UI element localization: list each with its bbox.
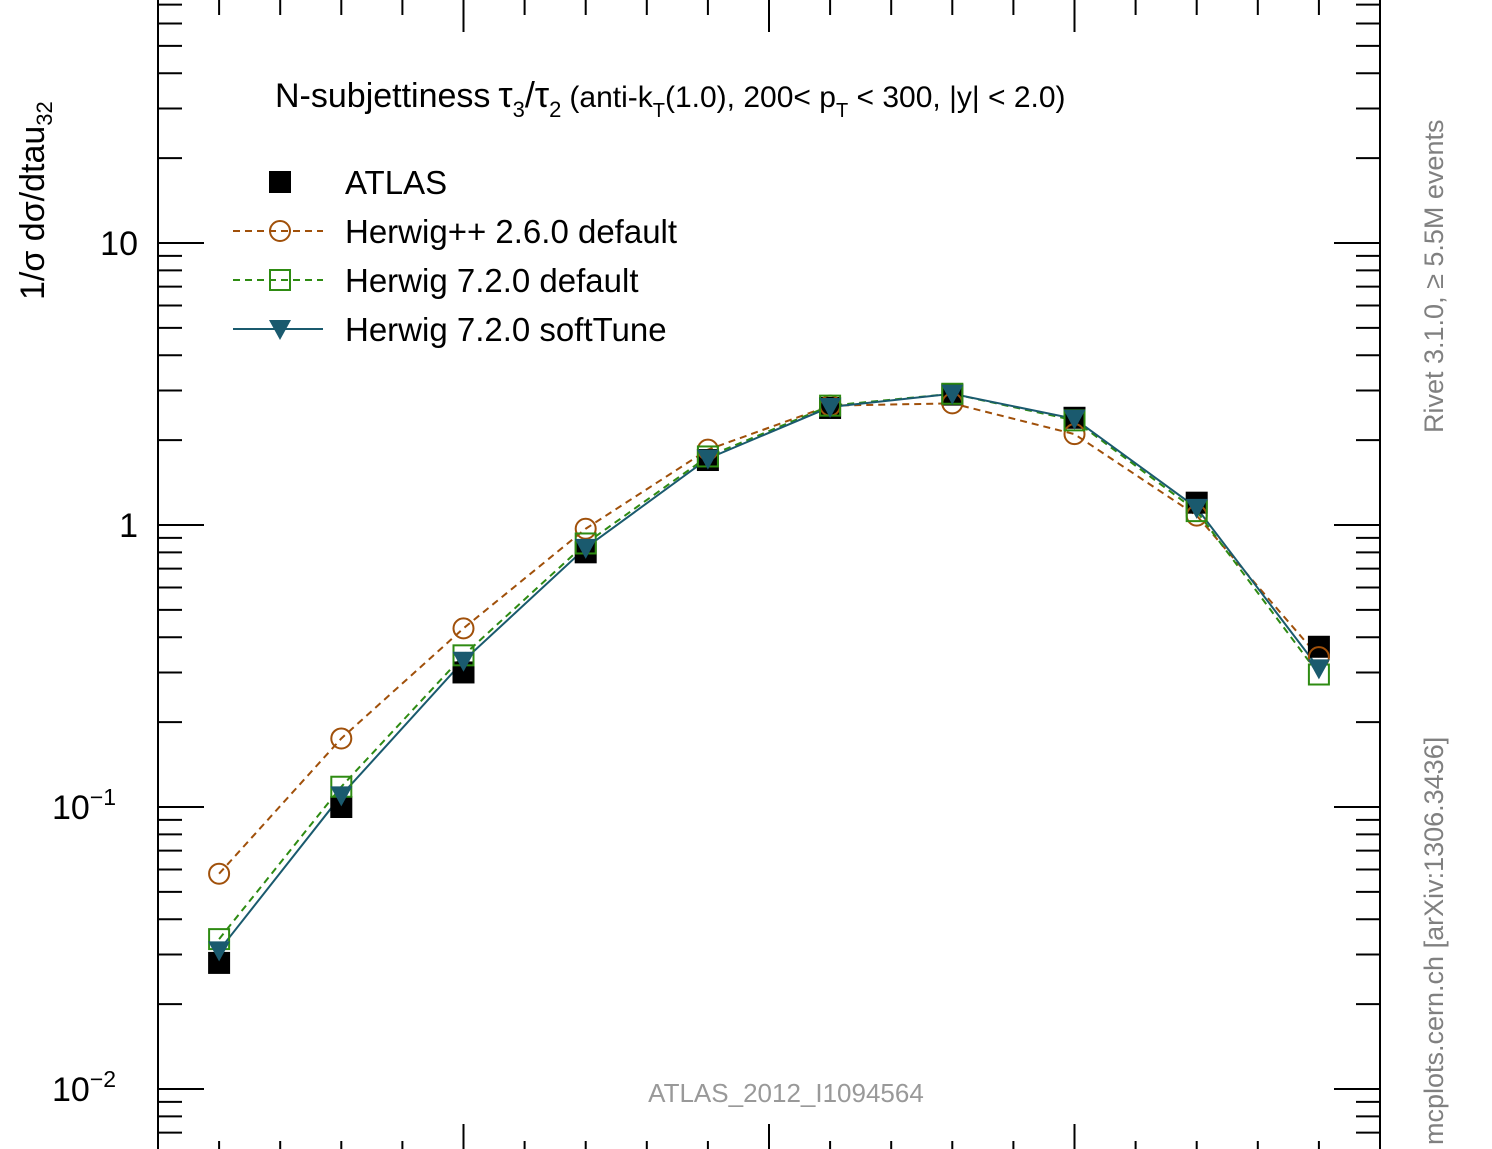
data-point-herwig-7-2-0-softtune [208, 941, 231, 962]
data-point-atlas [452, 661, 475, 684]
legend-label: Herwig 7.2.0 default [345, 262, 639, 299]
legend: ATLAS Herwig++ 2.6.0 default Herwig 7.2.0 … [233, 164, 677, 348]
y-tick-labels: 10−2 10−1 1 10 [52, 225, 138, 1109]
y-tick-label: 1 [119, 507, 138, 545]
data-point-herwig-2-6-0-default [208, 862, 231, 885]
mcplots-source-label: mcplots.cern.ch [arXiv:1306.3436] [1419, 736, 1449, 1145]
series-line-herwig-7-2-0-softtune [218, 392, 1320, 952]
data-point-atlas [330, 796, 353, 818]
y-tick-label: 10 [100, 225, 138, 263]
chart-title: N-subjettiness τ3/τ2 (anti-kT(1.0), 200< p… [275, 74, 1066, 122]
data-point-herwig-7-2-0-softtune [330, 786, 353, 807]
y-tick-label: 10−1 [52, 784, 116, 827]
legend-label: Herwig++ 2.6.0 default [345, 213, 677, 250]
data-point-herwig-7-2-0-softtune [574, 538, 597, 559]
plot-frame [157, 0, 1381, 1149]
data-point-herwig-7-2-0-softtune [1307, 659, 1330, 680]
legend-marker [269, 220, 291, 242]
series-line-herwig-7-2-0-default [218, 392, 1320, 940]
axis-ticks [158, 0, 1380, 1149]
legend-marker [269, 269, 291, 291]
legend-marker [269, 320, 291, 340]
data-point-herwig-7-2-0-softtune [1063, 409, 1086, 430]
data-point-herwig-7-2-0-softtune [941, 384, 964, 405]
annotation-analysis-id: ATLAS_2012_I1094564 [648, 1078, 924, 1108]
data-point-herwig-7-2-0-softtune [696, 449, 719, 470]
rivet-version-label: Rivet 3.1.0, ≥ 5.5M events [1419, 119, 1449, 433]
data-point-herwig-2-6-0-default [330, 727, 353, 750]
legend-label: ATLAS [345, 164, 447, 201]
series-markers [208, 382, 1330, 974]
series-line-herwig-2-6-0-default [218, 402, 1320, 875]
legend-marker [269, 171, 291, 193]
data-point-herwig-2-6-0-default [452, 617, 475, 640]
data-point-herwig-7-2-0-softtune [1185, 498, 1208, 519]
y-tick-label: 10−2 [52, 1066, 116, 1109]
data-point-herwig-7-2-0-softtune [819, 398, 842, 419]
data-point-atlas [208, 951, 231, 974]
data-point-herwig-7-2-0-softtune [452, 651, 475, 672]
data-point-herwig-2-6-0-default [574, 517, 597, 540]
series-lines [218, 392, 1320, 952]
y-axis-label: 1/σ dσ/dtau32 [14, 101, 57, 300]
legend-label: Herwig 7.2.0 softTune [345, 311, 667, 348]
